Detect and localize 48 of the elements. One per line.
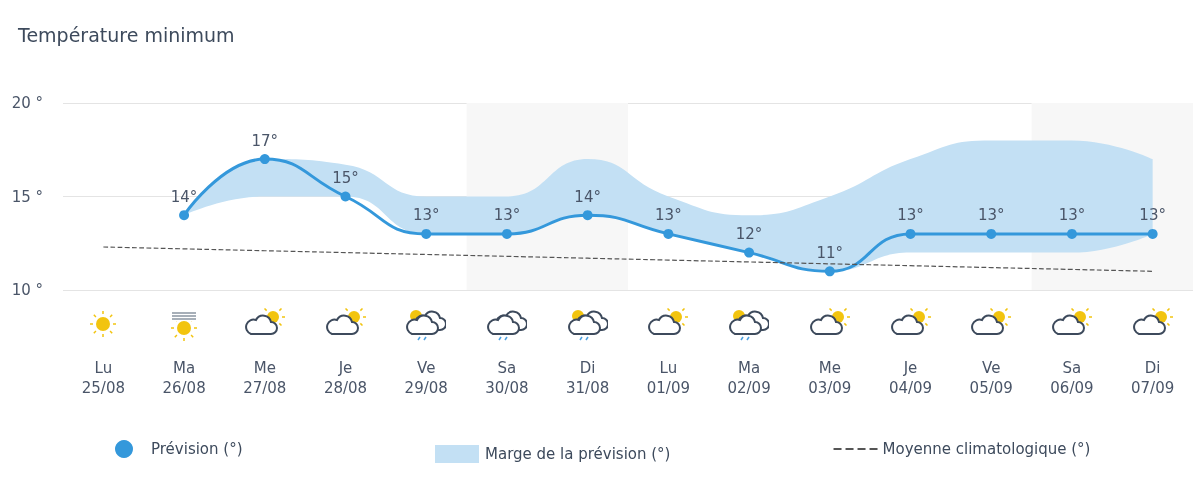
y-tick-label: 10 ° xyxy=(11,281,43,299)
x-tick-label: Ve 29/08 xyxy=(404,359,448,397)
data-label: 13° xyxy=(1139,206,1166,225)
point xyxy=(1066,228,1077,239)
data-label: 17° xyxy=(251,131,279,150)
point xyxy=(744,247,755,258)
point xyxy=(340,191,351,202)
point xyxy=(986,228,997,239)
data-label: 11° xyxy=(816,243,844,262)
data-label: 14° xyxy=(170,187,198,206)
point xyxy=(421,228,432,239)
x-tick-label: Je 04/09 xyxy=(888,359,933,397)
legend-label: Prévision (°) xyxy=(151,440,243,458)
text: Marge de la prévision (°) xyxy=(485,445,671,463)
data-label: 14° xyxy=(574,187,601,206)
x-tick-label: Lu 01/09 xyxy=(646,359,690,397)
data-label: 15° xyxy=(332,169,359,187)
data-label: 12° xyxy=(735,225,763,244)
data-label: 13° xyxy=(897,206,924,225)
x-tick-label: Di 07/09 xyxy=(1131,359,1175,397)
point xyxy=(179,210,190,221)
point xyxy=(1147,228,1158,239)
x-tick-label: Sa 06/09 xyxy=(1050,359,1094,397)
point xyxy=(663,228,674,239)
data-label: 13° xyxy=(493,206,521,225)
point xyxy=(905,228,916,239)
data-label: 13° xyxy=(1058,206,1086,225)
x-tick-label: Ma 02/09 xyxy=(727,359,771,397)
data-label: 13° xyxy=(977,206,1005,225)
x-tick-label: Me 03/09 xyxy=(808,359,852,397)
y-tick-label: 20 ° xyxy=(11,94,43,112)
point xyxy=(259,154,270,165)
point xyxy=(501,228,512,239)
x-tick-label: Lu 25/08 xyxy=(81,359,125,397)
point xyxy=(824,266,835,277)
data-label: 13° xyxy=(412,206,440,225)
chart-title: Température minimum xyxy=(17,23,235,46)
x-tick-label: Sa 30/08 xyxy=(485,359,529,397)
point xyxy=(582,210,593,221)
legend-label: Moyenne climatologique (°) xyxy=(882,440,1091,458)
x-tick-label: Me 27/08 xyxy=(243,359,287,397)
line-series xyxy=(102,246,1154,272)
y-tick-label: 15 ° xyxy=(11,187,43,206)
data-label: 13° xyxy=(655,206,682,225)
x-tick-label: Ve 05/09 xyxy=(969,359,1013,397)
x-tick-label: Di 31/08 xyxy=(566,359,610,397)
x-tick-label: Je 28/08 xyxy=(323,359,368,397)
x-tick-label: Ma 26/08 xyxy=(162,359,206,397)
